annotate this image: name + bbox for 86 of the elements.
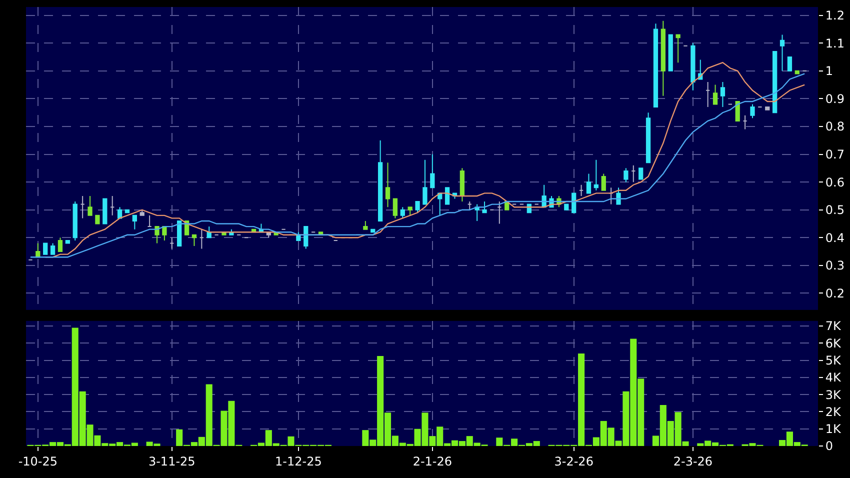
- candlestick: [72, 201, 78, 241]
- candlestick: [482, 201, 487, 214]
- candlestick: [706, 82, 710, 108]
- candlestick: [58, 237, 63, 252]
- y-tick-label: 1.1: [825, 36, 844, 50]
- y-tick-label: 0: [825, 439, 834, 454]
- candlestick: [772, 50, 778, 114]
- y-tick-label: 0.8: [825, 120, 844, 134]
- candlestick: [720, 82, 726, 108]
- candlestick: [162, 226, 167, 241]
- candlestick: [676, 34, 680, 64]
- y-tick-label: 7K: [825, 319, 842, 334]
- candlestick: [497, 201, 502, 224]
- y-tick-label: 6K: [825, 336, 842, 350]
- candlestick: [43, 242, 48, 255]
- y-tick-label: 3K: [825, 388, 842, 402]
- candlestick: [735, 100, 740, 122]
- candlestick: [638, 168, 644, 180]
- candlestick: [750, 104, 755, 119]
- candlestick: [95, 214, 100, 224]
- x-tick-label: 2-3-26: [673, 454, 713, 468]
- candlestick: [660, 20, 666, 96]
- candlestick: [147, 214, 152, 228]
- candlestick: [304, 226, 308, 250]
- y-tick-label: 0.5: [825, 203, 844, 218]
- candlestick: [438, 192, 442, 216]
- candlestick: [594, 159, 598, 191]
- candlestick: [430, 154, 435, 188]
- candlestick: [415, 201, 420, 214]
- candlestick: [296, 232, 301, 241]
- candlestick: [690, 42, 696, 91]
- candlestick: [668, 34, 673, 72]
- candlestick: [378, 140, 383, 222]
- candlestick: [578, 184, 584, 196]
- candlestick: [653, 23, 658, 108]
- y-tick-label: 1: [825, 64, 834, 78]
- candlestick: [110, 195, 115, 216]
- candlestick: [177, 220, 182, 246]
- x-tick-label: 3-2-26: [554, 454, 594, 468]
- candlestick: [474, 204, 480, 222]
- candlestick: [601, 173, 606, 191]
- candlestick: [787, 56, 792, 72]
- candlestick: [385, 162, 390, 208]
- candlestick: [765, 106, 770, 110]
- candlestick: [392, 198, 398, 219]
- candlestick: [140, 209, 144, 216]
- y-tick-label: 0.2: [825, 286, 844, 300]
- candlestick: [408, 206, 412, 216]
- y-tick-label: 1.2: [825, 8, 844, 23]
- y-tick-label: 0.3: [825, 258, 844, 273]
- y-tick-label: 2K: [825, 404, 842, 419]
- candlestick: [170, 237, 174, 250]
- candlestick: [467, 201, 472, 210]
- candlestick: [624, 168, 628, 183]
- x-tick-label: 3-11-25: [148, 454, 196, 468]
- x-tick-label: 1-12-25: [275, 454, 322, 468]
- candlestick: [102, 198, 108, 224]
- candlestick: [422, 159, 428, 205]
- candlestick: [80, 195, 85, 219]
- candlestick: [742, 114, 748, 130]
- candlestick: [36, 242, 40, 258]
- candlestick: [132, 214, 137, 230]
- y-tick-label: 0.6: [825, 175, 844, 190]
- candlestick: [199, 228, 204, 250]
- candlestick: [572, 192, 576, 214]
- x-tick-label: -10-25: [18, 454, 58, 468]
- y-tick-label: 1K: [825, 422, 842, 436]
- y-tick-label: 4K: [825, 370, 842, 385]
- y-tick-label: 0.4: [825, 230, 844, 245]
- candlestick: [712, 84, 718, 105]
- candlestick: [586, 173, 592, 194]
- x-tick-label: 2-1-26: [412, 454, 452, 468]
- candlestick: [631, 164, 636, 183]
- candlestick: [400, 206, 405, 219]
- candlestick: [460, 168, 465, 202]
- candlestick: [444, 187, 450, 205]
- candlestick: [363, 220, 368, 230]
- candlestick: [646, 112, 651, 164]
- candlestick: [88, 195, 92, 216]
- candlestick: [192, 234, 197, 246]
- y-tick-label: 0.9: [825, 92, 844, 106]
- y-tick-label: 0.7: [825, 147, 844, 162]
- y-tick-label: 5K: [825, 354, 842, 368]
- candlestick: [780, 34, 785, 72]
- candlestick: [564, 204, 569, 210]
- candlestick: [50, 242, 56, 255]
